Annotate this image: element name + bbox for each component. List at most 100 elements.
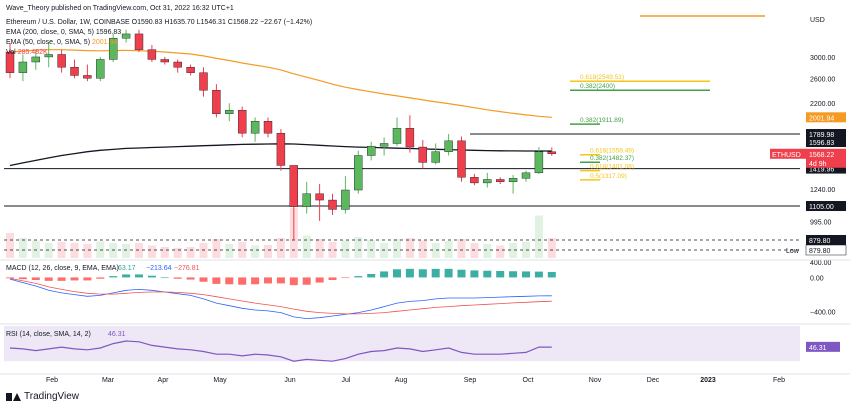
time-label: Feb — [46, 377, 58, 384]
volume-bar — [276, 238, 285, 258]
macd-hist-bar — [238, 277, 247, 285]
volume-bar — [251, 245, 260, 258]
volume-bar — [393, 239, 401, 258]
candle-body — [508, 178, 518, 182]
macd-hist-bar — [470, 270, 479, 278]
macd-hist-bar — [496, 271, 505, 278]
price-label: 1596.83 — [809, 140, 834, 147]
sr-label-box — [806, 129, 846, 140]
symbol-tag-box — [770, 148, 806, 159]
time-label: Dec — [647, 377, 660, 384]
macd-value: 63.17 — [118, 265, 136, 272]
chart-header: Wave_Theory published on TradingView.com… — [6, 5, 312, 56]
candle-series — [5, 29, 556, 240]
candle-body — [457, 140, 466, 178]
ema50-label: EMA (50, close, 0, SMA, 5) 2001.94 — [6, 39, 117, 46]
volume-bar — [496, 245, 505, 258]
volume-bar — [264, 245, 272, 258]
price-label-box — [806, 112, 846, 123]
candle-body — [44, 54, 53, 58]
symbol-line: Ethereum / U.S. Dollar, 1W, COINBASE O15… — [6, 19, 312, 26]
time-axis: Feb Mar Apr May Jun Jul Aug Sep Oct Nov Dec 2023 Feb — [0, 373, 850, 384]
volume-bar — [380, 243, 389, 258]
candle-body — [276, 132, 286, 166]
volume-bar — [315, 239, 324, 258]
candle-body — [547, 151, 556, 154]
time-label: 2023 — [700, 377, 716, 384]
rsi-value-box — [806, 341, 840, 352]
macd-hist-bar — [109, 276, 118, 278]
macd-hist-bar — [186, 277, 195, 280]
macd-hist-bar — [354, 276, 363, 278]
candle-body — [379, 143, 389, 147]
volume-bar — [534, 215, 543, 258]
macd-hist-bar — [31, 277, 40, 280]
volume-bar — [212, 239, 221, 258]
rsi-value-label: 46.31 — [809, 345, 827, 352]
volume-bar — [302, 235, 311, 258]
volume-bars — [6, 208, 556, 258]
rsi-title: RSI (14, close, SMA, 14, 2) — [6, 331, 91, 338]
volume-bar — [341, 240, 350, 258]
macd-hist-bar — [328, 277, 337, 280]
volume-bar — [444, 241, 453, 258]
price-tick-label: 400.00 — [810, 260, 832, 267]
fib-label: 0.382(2400) — [580, 83, 615, 90]
macd-hist-bar — [251, 277, 260, 285]
price-label: 1568.22 — [809, 152, 834, 159]
volume-bar — [225, 244, 234, 258]
candle-body — [483, 179, 492, 184]
macd-value: −276.81 — [174, 265, 200, 272]
volume-bar — [405, 238, 414, 258]
time-label: May — [213, 377, 227, 384]
volume-bar — [457, 239, 466, 258]
fib-label: 0.382(1911.89) — [580, 117, 624, 124]
macd-hist-bar — [405, 268, 414, 278]
rsi-band — [4, 326, 800, 362]
price-tick-label: 3000.00 — [810, 55, 835, 62]
macd-line — [9, 278, 552, 320]
macd-hist-bar — [393, 269, 401, 278]
macd-hist-bar — [122, 274, 131, 278]
volume-bar — [431, 243, 440, 258]
time-label: Feb — [773, 377, 785, 384]
volume-bar — [6, 233, 14, 258]
candle-body — [70, 67, 79, 76]
volume-bar — [173, 248, 182, 258]
volume-bar — [483, 244, 492, 258]
low-label: Low — [786, 248, 800, 255]
macd-hist-bar — [147, 275, 156, 278]
candle-body — [121, 33, 131, 39]
time-label: Nov — [589, 377, 602, 384]
candle-body — [354, 155, 363, 191]
volume-bar — [44, 243, 53, 258]
candle-body — [367, 145, 376, 156]
candle-body — [418, 146, 427, 163]
macd-hist-bar — [444, 268, 453, 278]
volume-bar — [509, 243, 518, 258]
volume-bar — [147, 245, 156, 258]
candle-body — [237, 109, 247, 134]
fib-label: 0.618(1558.49) — [590, 148, 634, 155]
macd-hist-bar — [457, 269, 466, 278]
tradingview-brand: TradingView — [24, 391, 80, 402]
candle-body — [392, 128, 402, 144]
candle-body — [302, 193, 311, 207]
volume-bar — [135, 243, 143, 258]
price-label-box — [806, 137, 846, 148]
macd-tick-label: 0.00 — [810, 275, 824, 282]
candle-body — [431, 151, 440, 163]
tradingview-logo[interactable]: TradingView — [6, 391, 79, 402]
macd-hist-bar — [509, 271, 518, 278]
ema200-label: EMA (200, close, 0, SMA, 5) 1596.83 — [6, 29, 121, 36]
macd-hist-bar — [341, 277, 350, 279]
fib-label: 0.5(1317.09) — [590, 173, 627, 180]
volume-bar — [199, 243, 208, 258]
sr-label: 1419.96 — [809, 167, 834, 174]
sr-label: 1105.00 — [809, 204, 834, 211]
candle-body — [225, 109, 234, 114]
macd-hist-bar — [160, 277, 169, 279]
candle-body — [496, 179, 505, 182]
candle-body — [147, 49, 157, 60]
